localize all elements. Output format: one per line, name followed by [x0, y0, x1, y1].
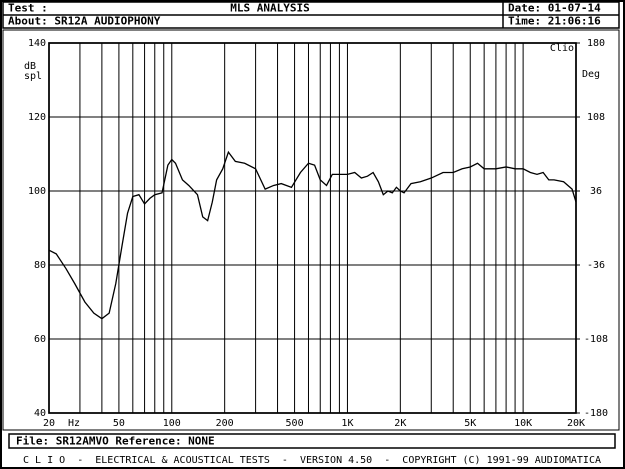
- y2-tick-label: -108: [584, 334, 608, 345]
- x-tick-label: 2K: [394, 418, 406, 429]
- status-bar: C L I O - ELECTRICAL & ACOUSTICAL TESTS …: [23, 455, 601, 466]
- y-label: spl: [24, 71, 42, 82]
- x-tick-label: 20K: [567, 418, 585, 429]
- header: Test : MLS ANALYSIS Date: 01-07-14 About…: [2, 1, 620, 29]
- x-tick-label: 500: [286, 418, 304, 429]
- y2-tick-label: 108: [587, 112, 605, 123]
- plot: [48, 42, 580, 414]
- y-tick-label: 140: [28, 38, 46, 49]
- x-tick-label: 10K: [514, 418, 532, 429]
- y2-tick-label: 180: [587, 38, 605, 49]
- date: Date: 01-07-14: [508, 2, 601, 15]
- y-tick-label: 60: [34, 334, 46, 345]
- y-label: dB: [24, 61, 36, 72]
- y-tick-label: 80: [34, 260, 46, 271]
- time: Time: 21:06:16: [508, 15, 601, 28]
- x-tick-label: 1K: [341, 418, 353, 429]
- footer-box: [8, 433, 616, 449]
- brand: Clio: [550, 43, 574, 54]
- y2-tick-label: -36: [587, 260, 605, 271]
- response-curve: [48, 150, 577, 320]
- plot-panel: [2, 29, 620, 431]
- header-title: MLS ANALYSIS: [230, 2, 309, 15]
- x-tick-label: 50: [113, 418, 125, 429]
- x-tick-label: 5K: [464, 418, 476, 429]
- x-tick-label: 200: [216, 418, 234, 429]
- y2-tick-label: 36: [590, 186, 602, 197]
- y-tick-label: 40: [34, 408, 46, 419]
- y-tick-label: 100: [28, 186, 46, 197]
- y2-tick-label: -180: [584, 408, 608, 419]
- plot-frame: [48, 42, 577, 414]
- x-tick-label: 20: [43, 418, 55, 429]
- y-tick-label: 120: [28, 112, 46, 123]
- x-tick-label: 100: [163, 418, 181, 429]
- file-info: File: SR12AMVO Reference: NONE: [16, 435, 215, 448]
- y2-label: Deg: [582, 69, 600, 80]
- about: About: SR12A AUDIOPHONY: [8, 15, 161, 28]
- x-unit: Hz: [68, 418, 80, 429]
- test-label: Test :: [8, 2, 48, 15]
- plot-frame-outline: [48, 42, 577, 414]
